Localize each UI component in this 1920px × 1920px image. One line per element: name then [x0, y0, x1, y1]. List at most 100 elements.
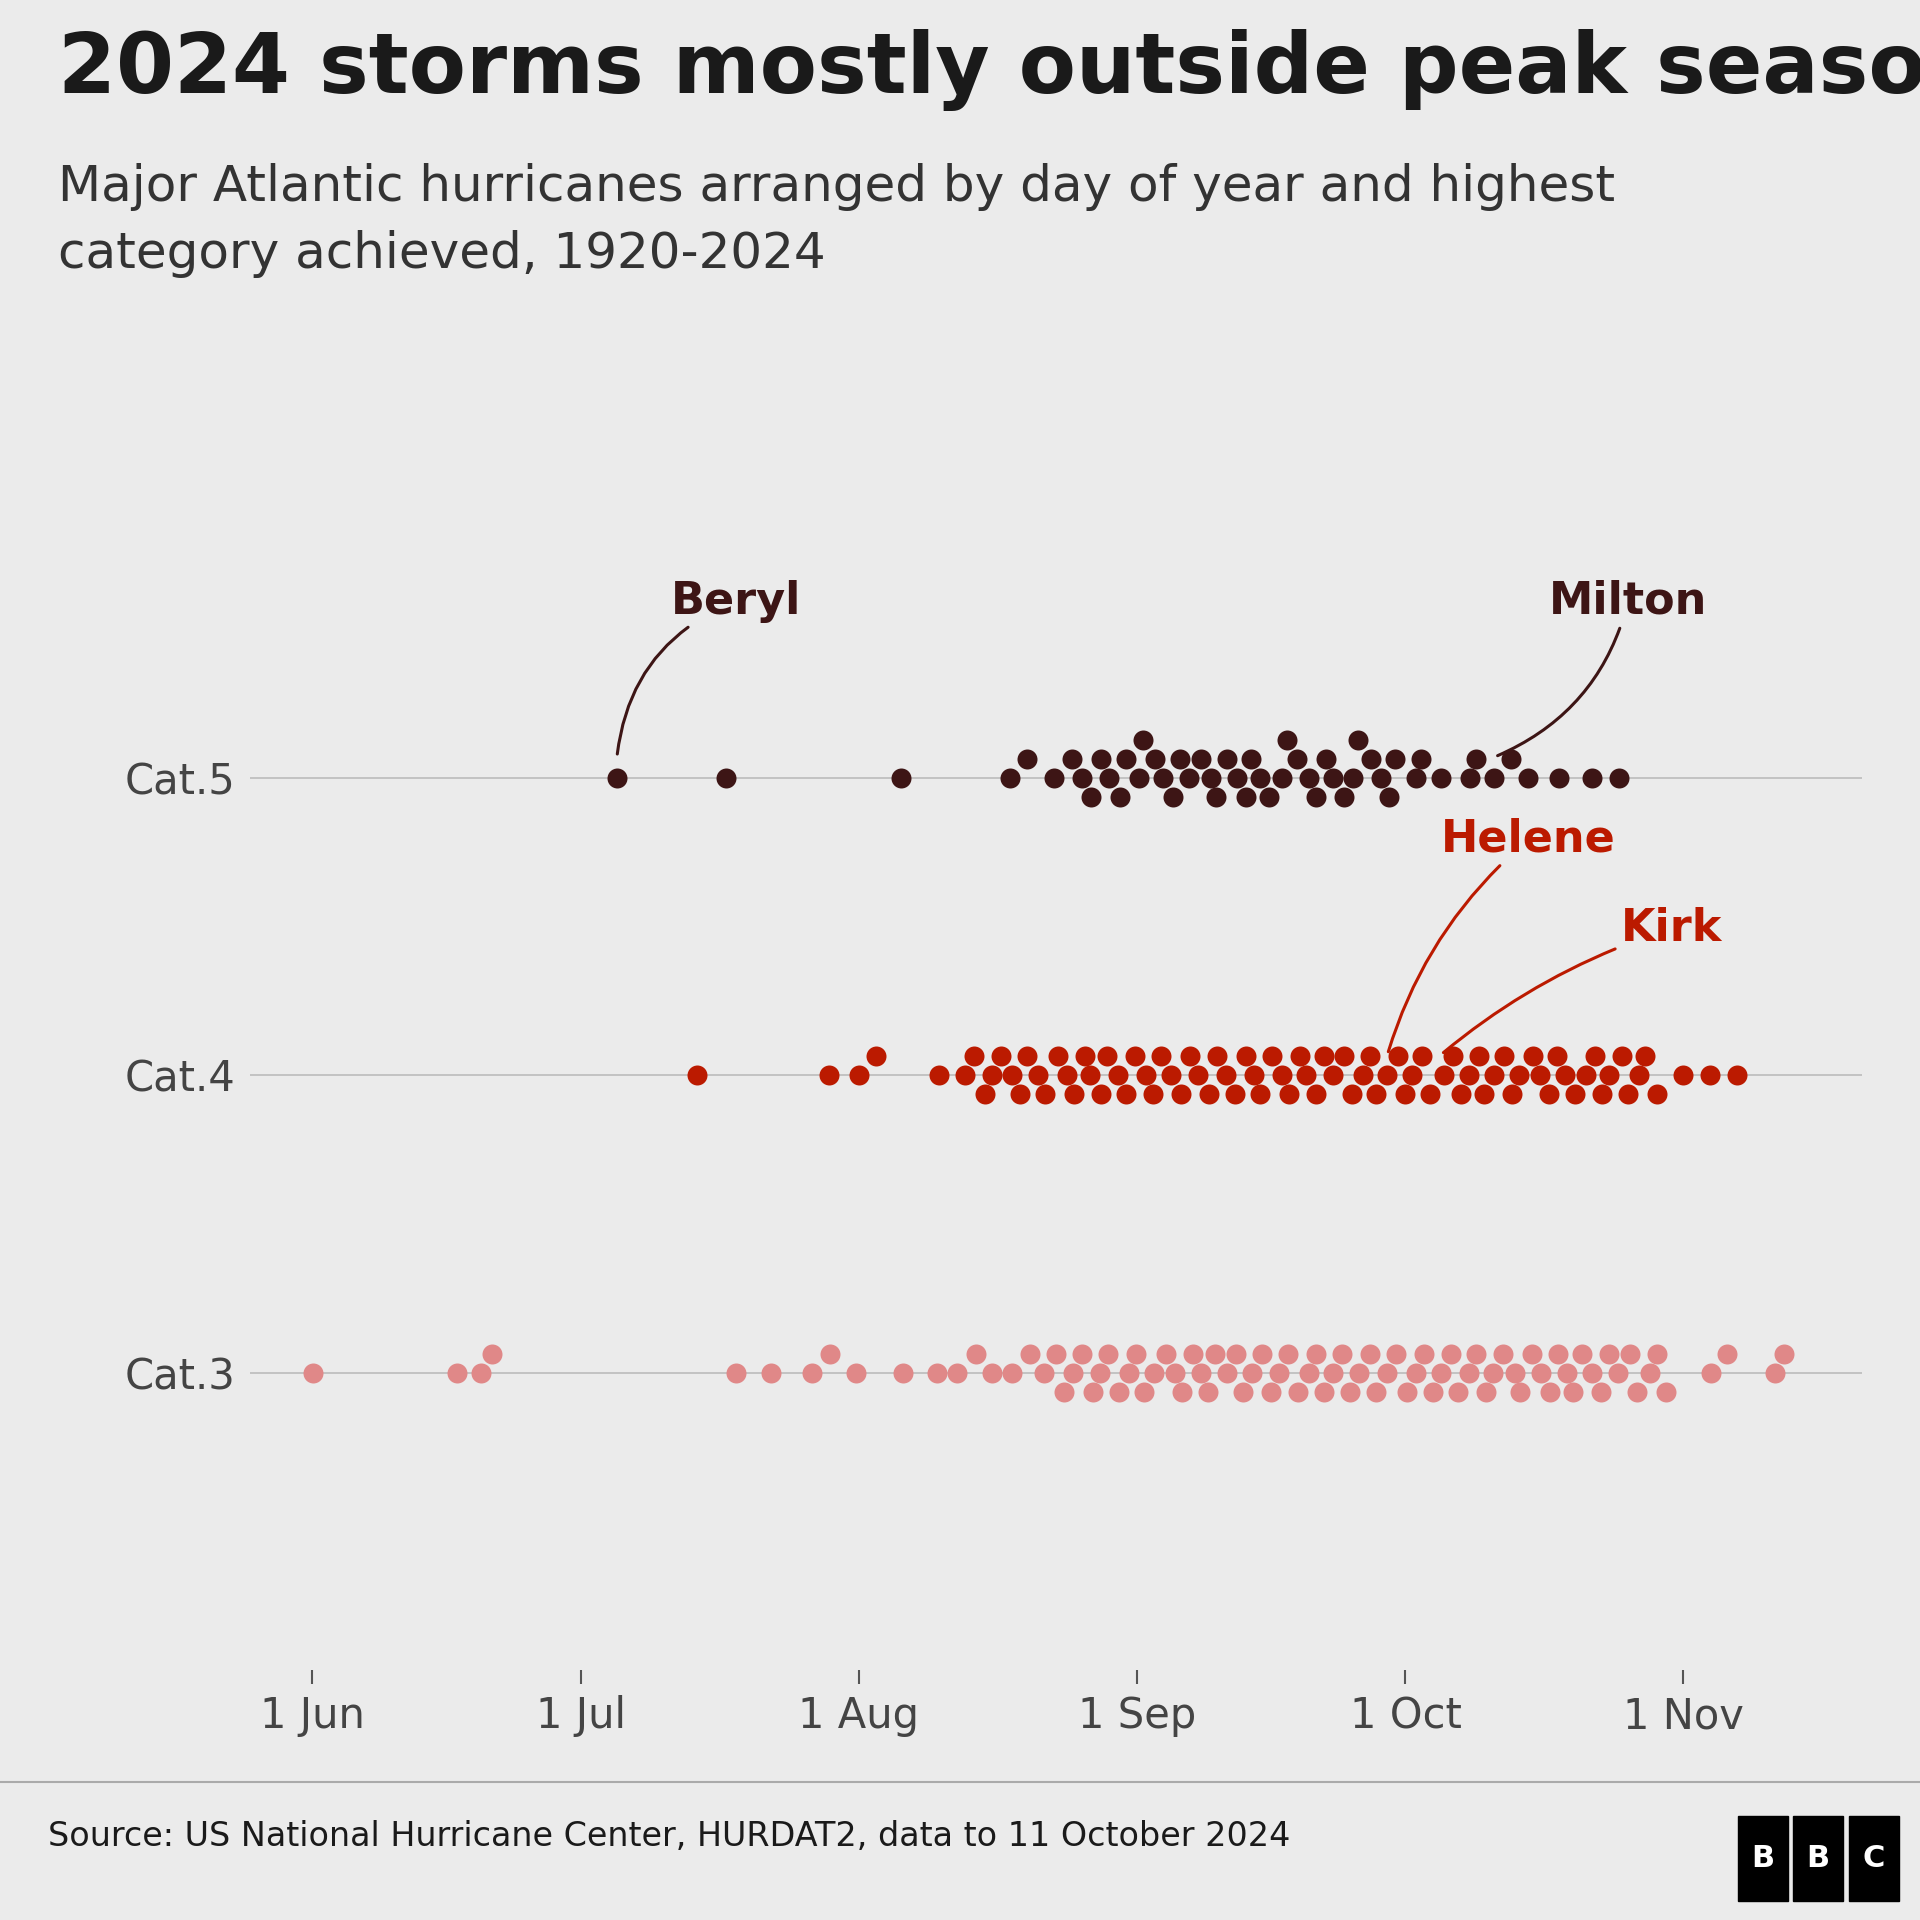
Point — [710, 762, 741, 793]
Text: Beryl: Beryl — [618, 580, 801, 755]
Point — [1290, 1060, 1321, 1091]
Point — [720, 1357, 751, 1388]
Point — [1354, 1041, 1384, 1071]
Point — [977, 1357, 1008, 1388]
Point — [1496, 743, 1526, 774]
Point — [1140, 743, 1171, 774]
Point — [970, 1079, 1000, 1110]
Point — [924, 1060, 954, 1091]
Point — [1329, 781, 1359, 812]
Point — [1212, 743, 1242, 774]
Point — [1294, 762, 1325, 793]
Point — [1498, 1079, 1528, 1110]
Point — [1524, 1357, 1555, 1388]
Point — [1407, 1041, 1438, 1071]
Point — [1768, 1338, 1799, 1369]
Point — [1513, 762, 1544, 793]
Point — [1427, 762, 1457, 793]
Point — [1238, 1060, 1269, 1091]
Point — [1342, 724, 1373, 755]
Point — [1392, 1377, 1423, 1407]
Point — [1500, 1357, 1530, 1388]
Point — [1200, 1338, 1231, 1369]
Point — [1329, 1041, 1359, 1071]
Text: 2024 storms mostly outside peak season: 2024 storms mostly outside peak season — [58, 29, 1920, 111]
Point — [1409, 1338, 1440, 1369]
Point — [1048, 1377, 1079, 1407]
Point — [1156, 1060, 1187, 1091]
Point — [1720, 1060, 1751, 1091]
Point — [1503, 1060, 1534, 1091]
Point — [950, 1060, 981, 1091]
Point — [1302, 1079, 1332, 1110]
Point — [1160, 1357, 1190, 1388]
Point — [1453, 1060, 1484, 1091]
Point — [985, 1041, 1016, 1071]
Point — [1012, 743, 1043, 774]
Point — [1183, 1060, 1213, 1091]
Point — [1263, 1357, 1294, 1388]
Point — [1231, 1041, 1261, 1071]
Point — [1029, 1079, 1060, 1110]
Point — [1073, 1060, 1104, 1091]
Point — [1478, 762, 1509, 793]
Point — [1624, 1060, 1655, 1091]
Point — [1382, 1041, 1413, 1071]
Point — [1534, 1079, 1565, 1110]
Point — [1571, 1060, 1601, 1091]
Point — [1014, 1338, 1044, 1369]
Point — [1344, 1357, 1375, 1388]
Point — [1221, 762, 1252, 793]
Point — [1476, 1357, 1507, 1388]
Point — [1236, 1357, 1267, 1388]
Point — [1029, 1357, 1060, 1388]
Point — [958, 1041, 989, 1071]
Point — [1267, 1060, 1298, 1091]
Point — [1615, 1338, 1645, 1369]
Point — [1146, 1041, 1177, 1071]
Point — [960, 1338, 991, 1369]
Point — [1139, 1357, 1169, 1388]
Point — [298, 1357, 328, 1388]
Point — [1649, 1377, 1680, 1407]
Point — [1012, 1041, 1043, 1071]
Point — [1576, 1357, 1607, 1388]
Point — [1308, 1377, 1338, 1407]
Point — [1150, 1338, 1181, 1369]
Point — [1580, 1041, 1611, 1071]
Point — [1246, 1338, 1277, 1369]
Point — [1461, 1338, 1492, 1369]
Point — [1444, 1377, 1475, 1407]
Point — [1455, 762, 1486, 793]
Point — [1603, 762, 1634, 793]
Point — [476, 1338, 507, 1369]
Point — [1092, 1041, 1123, 1071]
Point — [1317, 1060, 1348, 1091]
Point — [1283, 1377, 1313, 1407]
Point — [1075, 781, 1106, 812]
Point — [1131, 1060, 1162, 1091]
Point — [1202, 1041, 1233, 1071]
Point — [1365, 762, 1396, 793]
Point — [1478, 1060, 1509, 1091]
Point — [1544, 762, 1574, 793]
Point — [1187, 1357, 1217, 1388]
Point — [889, 1357, 920, 1388]
Point — [467, 1357, 497, 1388]
Point — [1453, 1357, 1484, 1388]
Point — [1380, 1338, 1411, 1369]
Point — [1294, 1357, 1325, 1388]
Point — [1405, 743, 1436, 774]
Point — [1695, 1357, 1726, 1388]
Point — [1300, 781, 1331, 812]
Point — [1058, 1357, 1089, 1388]
Point — [1066, 1338, 1096, 1369]
Point — [1284, 1041, 1315, 1071]
Point — [756, 1357, 787, 1388]
Point — [1534, 1377, 1565, 1407]
Point — [1400, 1357, 1430, 1388]
Point — [1119, 1041, 1150, 1071]
Point — [1129, 1377, 1160, 1407]
Point — [1023, 1060, 1054, 1091]
Point — [1085, 743, 1116, 774]
